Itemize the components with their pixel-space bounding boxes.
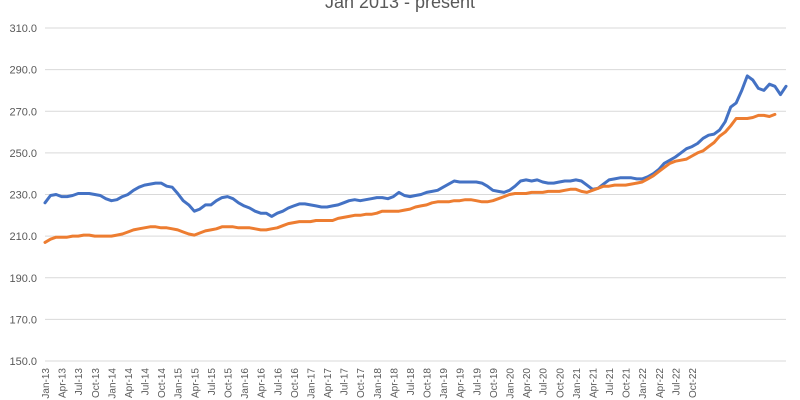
x-tick-label: Jul-18 [406,368,417,396]
x-tick-label: Jul-21 [605,368,616,396]
x-tick-label: Oct-14 [157,368,168,398]
x-tick-label: Jul-15 [207,368,218,396]
y-tick-label: 150.0 [9,356,37,368]
x-tick-label: Oct-22 [688,368,699,398]
x-tick-label: Apr-15 [190,368,201,398]
y-axis-ticks: 150.0 170.0 190.0 210.0 230.0 250.0 270.0 290.0… [9,23,37,368]
x-tick-label: Apr-16 [257,368,268,398]
series-line-2 [43,112,777,244]
x-tick-label: Jan-15 [174,368,185,399]
x-tick-label: Apr-21 [588,368,599,398]
x-tick-label: Oct-18 [423,368,434,398]
x-tick-label: Oct-17 [356,368,367,398]
x-tick-label: Oct-21 [622,368,633,398]
x-tick-label: Jul-19 [472,368,483,396]
series-lines [43,74,788,244]
chart-title: Jan 2013 - present [324,0,476,12]
x-tick-label: Jul-20 [539,368,550,396]
x-tick-label: Oct-16 [290,368,301,398]
x-tick-label: Apr-22 [655,368,666,398]
x-tick-label: Jan-18 [373,368,384,399]
x-tick-label: Jan-17 [306,368,317,399]
x-tick-label: Jul-14 [141,368,152,396]
x-tick-label: Jul-13 [74,368,85,396]
y-tick-label: 190.0 [9,273,37,285]
x-tick-label: Jan-16 [240,368,251,399]
y-tick-label: 270.0 [9,106,37,118]
x-axis-ticks: Jan-13 Apr-13 Jul-13 Oct-13 Jan-14 Apr-14 Jul-… [41,368,699,399]
x-tick-label: Apr-17 [323,368,334,398]
y-tick-label: 230.0 [9,190,37,202]
x-tick-label: Jan-14 [107,368,118,399]
x-tick-label: Jan-19 [439,368,450,399]
x-tick-label: Jul-22 [671,368,682,396]
x-tick-label: Jan-22 [638,368,649,399]
x-tick-label: Oct-13 [91,368,102,398]
y-tick-label: 170.0 [9,314,37,326]
x-tick-label: Jan-21 [572,368,583,399]
series-line-1 [43,74,788,218]
x-tick-label: Jan-20 [506,368,517,399]
y-tick-label: 210.0 [9,231,37,243]
x-tick-label: Oct-19 [489,368,500,398]
x-tick-label: Jul-17 [340,368,351,396]
x-tick-label: Jul-16 [273,368,284,396]
y-tick-label: 290.0 [9,65,37,77]
y-tick-label: 250.0 [9,148,37,160]
x-tick-label: Apr-18 [389,368,400,398]
x-tick-label: Apr-20 [522,368,533,398]
x-tick-label: Oct-15 [223,368,234,398]
x-tick-label: Apr-14 [124,368,135,398]
x-tick-label: Oct-20 [555,368,566,398]
x-tick-label: Apr-13 [58,368,69,398]
x-tick-label: Jan-13 [41,368,52,399]
y-tick-label: 310.0 [9,23,37,35]
x-tick-label: Apr-19 [456,368,467,398]
